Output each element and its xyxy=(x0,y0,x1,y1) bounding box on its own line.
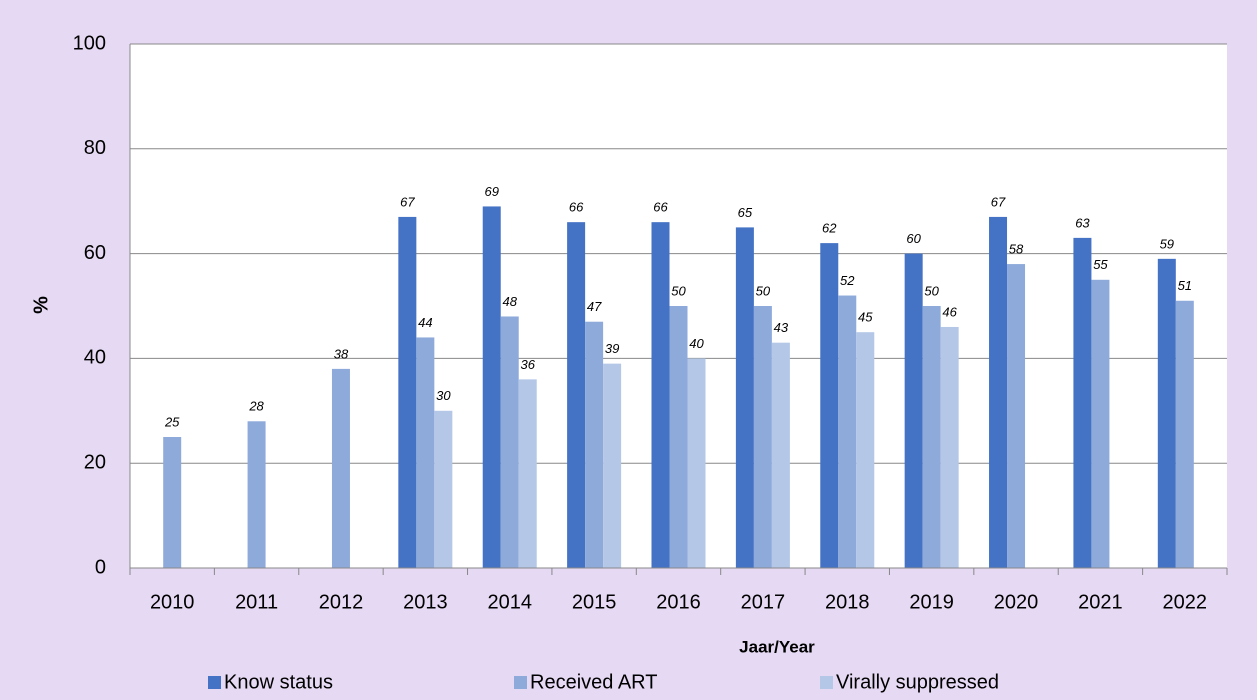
value-label: 51 xyxy=(1178,278,1192,293)
bar xyxy=(416,337,435,568)
value-label: 69 xyxy=(484,184,498,199)
value-label: 66 xyxy=(653,200,668,215)
x-tick-label: 2019 xyxy=(909,591,954,613)
value-label: 65 xyxy=(738,205,753,220)
bar xyxy=(771,342,790,568)
value-label: 62 xyxy=(822,221,837,236)
bar xyxy=(1007,264,1026,568)
bar xyxy=(1157,258,1176,568)
bar xyxy=(331,368,350,568)
bar xyxy=(753,306,772,568)
value-label: 47 xyxy=(587,299,602,314)
value-label: 36 xyxy=(520,357,535,372)
value-label: 30 xyxy=(436,388,451,403)
legend-label: Know status xyxy=(224,671,333,693)
x-tick-label: 2022 xyxy=(1163,591,1208,613)
x-tick-label: 2010 xyxy=(150,591,195,613)
x-axis-title: Jaar/Year xyxy=(739,637,815,656)
value-label: 52 xyxy=(840,273,855,288)
legend-label: Virally suppressed xyxy=(836,671,999,693)
x-tick-label: 2014 xyxy=(487,591,532,613)
x-tick-label: 2013 xyxy=(403,591,448,613)
y-tick-label: 80 xyxy=(84,137,106,159)
bar xyxy=(651,222,670,568)
legend-swatch xyxy=(208,676,221,689)
y-axis-title: % xyxy=(30,296,52,314)
value-label: 45 xyxy=(858,310,873,325)
value-label: 44 xyxy=(418,315,432,330)
y-tick-label: 0 xyxy=(95,556,106,578)
bar xyxy=(669,306,688,568)
bar xyxy=(500,316,519,568)
bar xyxy=(482,206,501,568)
value-label: 25 xyxy=(164,414,180,429)
bar xyxy=(518,379,537,568)
value-label: 28 xyxy=(248,399,264,414)
value-label: 50 xyxy=(924,283,939,298)
bar xyxy=(585,321,604,568)
value-label: 48 xyxy=(502,294,517,309)
bar xyxy=(940,326,959,568)
x-tick-label: 2012 xyxy=(319,591,364,613)
bar xyxy=(434,410,453,568)
value-label: 50 xyxy=(756,283,771,298)
bar xyxy=(687,358,706,568)
value-label: 40 xyxy=(689,336,704,351)
bar xyxy=(1175,300,1194,568)
value-label: 38 xyxy=(334,346,349,361)
value-label: 67 xyxy=(400,194,415,209)
value-label: 66 xyxy=(569,200,584,215)
bar xyxy=(856,332,875,568)
value-label: 46 xyxy=(942,304,957,319)
value-label: 67 xyxy=(991,194,1006,209)
x-tick-label: 2020 xyxy=(994,591,1039,613)
x-tick-label: 2011 xyxy=(235,591,278,613)
value-label: 63 xyxy=(1075,215,1090,230)
bar xyxy=(820,243,839,568)
y-tick-label: 40 xyxy=(84,347,106,369)
x-tick-label: 2016 xyxy=(656,591,701,613)
x-tick-label: 2017 xyxy=(741,591,786,613)
bar xyxy=(1091,279,1110,568)
bar xyxy=(838,295,857,568)
bar xyxy=(1073,237,1092,568)
value-label: 55 xyxy=(1093,257,1108,272)
bar xyxy=(603,363,622,568)
y-tick-label: 60 xyxy=(84,242,106,264)
value-label: 43 xyxy=(774,320,789,335)
bar xyxy=(163,437,182,568)
value-label: 58 xyxy=(1009,242,1024,257)
bar xyxy=(398,216,417,569)
bar xyxy=(735,227,754,568)
bar xyxy=(247,421,266,568)
legend-swatch xyxy=(514,676,527,689)
x-tick-label: 2021 xyxy=(1078,591,1123,613)
x-tick-label: 2018 xyxy=(825,591,870,613)
bar xyxy=(989,216,1008,569)
y-tick-label: 100 xyxy=(73,32,106,54)
legend-label: Received ART xyxy=(530,671,657,693)
y-tick-label: 20 xyxy=(84,451,106,473)
value-label: 50 xyxy=(671,283,686,298)
x-tick-label: 2015 xyxy=(572,591,617,613)
legend-swatch xyxy=(820,676,833,689)
bar xyxy=(922,306,941,568)
value-label: 60 xyxy=(906,231,921,246)
bar xyxy=(904,253,923,568)
value-label: 39 xyxy=(605,341,619,356)
value-label: 59 xyxy=(1160,236,1174,251)
bar xyxy=(567,222,586,568)
